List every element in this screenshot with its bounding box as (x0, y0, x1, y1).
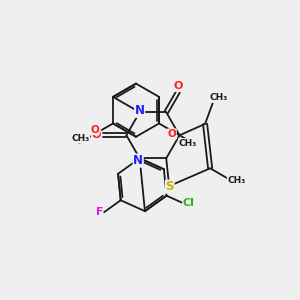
Text: Cl: Cl (183, 198, 194, 208)
Text: CH₃: CH₃ (71, 134, 90, 143)
Text: CH₃: CH₃ (227, 176, 245, 185)
Text: N: N (133, 154, 143, 167)
Text: O: O (167, 129, 176, 139)
Text: O: O (173, 81, 183, 92)
Text: F: F (95, 208, 103, 218)
Text: O: O (92, 130, 101, 140)
Text: N: N (135, 104, 145, 117)
Text: S: S (166, 180, 174, 193)
Text: CH₃: CH₃ (178, 139, 197, 148)
Text: O: O (91, 124, 99, 134)
Text: CH₃: CH₃ (209, 93, 227, 102)
